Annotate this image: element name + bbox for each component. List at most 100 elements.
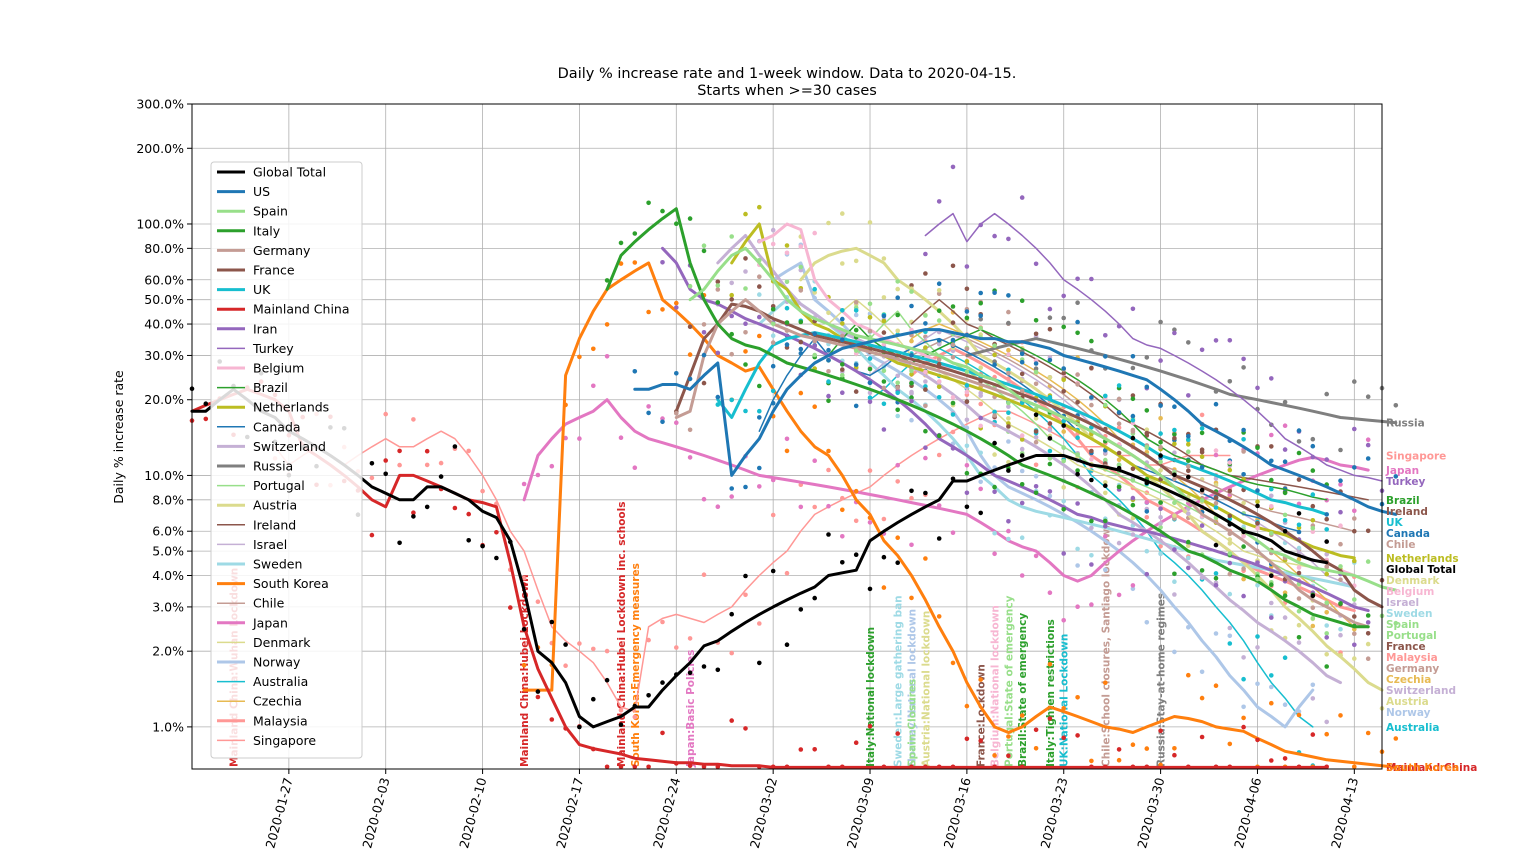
data-point [1075,468,1080,473]
data-point [1075,300,1080,306]
data-point [632,369,638,374]
data-point [936,452,942,458]
data-point [853,348,859,353]
series-end-label: Denmark [1386,575,1441,587]
data-point [1282,518,1288,523]
data-point [909,398,914,404]
data-point [853,300,859,305]
data-point [577,354,582,360]
legend-label: Australia [253,674,308,689]
data-point [549,717,555,722]
data-point [1324,600,1329,606]
data-point [1158,468,1163,473]
data-point [923,490,928,496]
data-point [867,220,873,225]
data-point [1089,457,1094,462]
data-point [992,530,997,536]
data-point [1006,734,1011,739]
data-point [1199,695,1205,701]
data-point [1006,519,1011,524]
data-point [1365,641,1371,647]
data-point [1310,593,1316,599]
x-tick-label: 2020-01-27 [262,776,295,850]
data-point [1269,486,1274,492]
data-point [867,586,873,592]
data-point [757,621,762,626]
data-point [770,227,776,233]
data-point [1116,383,1122,388]
data-point [840,261,845,266]
data-point [1227,541,1233,546]
data-point [1186,464,1191,469]
data-point [1061,315,1066,321]
data-point [936,281,942,287]
data-point [1255,645,1260,650]
data-point [950,412,956,417]
data-point [1199,449,1205,455]
data-point [1075,319,1080,325]
data-point [1255,385,1260,391]
data-point [1047,456,1053,461]
data-point [646,200,651,206]
data-point [1033,318,1039,323]
data-point [701,322,707,327]
data-point [1019,535,1025,540]
data-point [1282,615,1288,620]
data-point [1089,448,1094,454]
data-point [1338,541,1343,547]
series-end-label: Norway [1386,707,1431,719]
data-point [840,316,845,322]
data-point [936,384,942,390]
data-point [1296,511,1302,516]
data-point [660,416,665,421]
data-point [895,413,900,419]
data-point [1103,402,1108,408]
data-point [508,605,513,610]
data-point [1019,500,1025,506]
data-point [867,390,873,396]
chart-subtitle: Starts when >=30 cases [697,83,877,99]
data-point [743,362,748,367]
data-point [1089,553,1094,558]
data-point [1158,543,1163,549]
data-point [1172,547,1177,552]
legend-box [210,161,363,759]
data-point [715,667,721,673]
data-point [784,570,790,576]
series-line [674,302,1384,609]
data-point [895,390,900,396]
data-point [1296,545,1302,551]
data-point [909,368,914,374]
data-point [411,510,416,515]
data-point [1296,450,1302,456]
data-point [992,290,997,296]
data-point [1103,490,1108,496]
data-point [1103,534,1108,539]
data-point [923,556,928,561]
data-point [1186,474,1191,480]
data-point [1019,371,1025,377]
data-point [369,532,375,538]
data-point [950,164,956,170]
data-point [604,648,610,654]
data-point [1296,477,1302,482]
data-point [1393,474,1399,479]
data-point [1103,480,1108,485]
data-point [591,383,596,389]
data-point [936,291,942,297]
data-point [1158,525,1163,530]
data-point [1310,623,1316,629]
data-point [1103,333,1108,338]
data-point [812,331,817,337]
data-point [1158,358,1163,363]
data-point [1116,462,1122,468]
data-point [1338,478,1343,484]
data-point [618,722,624,727]
data-point [909,289,914,294]
data-point [743,484,748,490]
data-point [909,338,914,344]
data-point [1310,436,1316,442]
data-point [1116,410,1122,415]
data-point [992,440,997,446]
data-point [646,637,651,643]
